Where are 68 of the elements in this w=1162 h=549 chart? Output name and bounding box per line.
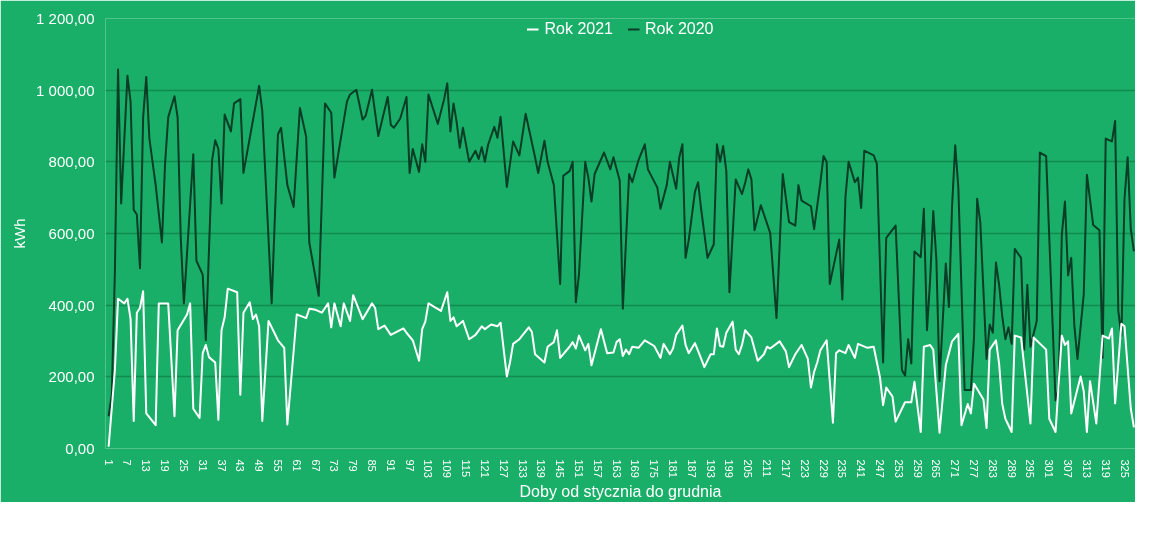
x-tick-label: 247 xyxy=(873,459,886,478)
x-tick-label: 193 xyxy=(704,459,717,478)
x-tick-label: 157 xyxy=(591,459,604,478)
x-tick-label: 97 xyxy=(403,459,416,472)
x-tick-label: 127 xyxy=(497,459,510,478)
x-tick-label: 103 xyxy=(422,459,435,478)
x-tick-label: 175 xyxy=(648,459,661,478)
x-tick-label: 235 xyxy=(836,459,849,478)
x-tick-label: 31 xyxy=(196,459,209,472)
x-tick-label: 1 xyxy=(102,459,115,466)
x-tick-label: 49 xyxy=(253,459,266,472)
x-tick-label: 187 xyxy=(685,459,698,478)
x-tick-label: 325 xyxy=(1118,459,1131,478)
x-tick-label: 169 xyxy=(629,459,642,478)
x-tick-label: 109 xyxy=(441,459,454,478)
x-tick-label: 133 xyxy=(516,459,529,478)
x-tick-label: 253 xyxy=(892,459,905,478)
y-tick-label: 800,00 xyxy=(48,153,95,171)
x-axis-title: Doby od stycznia do grudnia xyxy=(519,482,722,500)
x-tick-label: 73 xyxy=(328,459,341,472)
x-tick-label: 313 xyxy=(1080,459,1093,478)
x-tick-label: 271 xyxy=(949,459,962,478)
x-tick-label: 181 xyxy=(667,459,680,478)
x-tick-label: 67 xyxy=(309,459,322,472)
y-tick-label: 1 000,00 xyxy=(36,81,95,99)
y-tick-label: 0,00 xyxy=(65,440,95,457)
x-tick-label: 295 xyxy=(1024,459,1037,478)
x-tick-label: 307 xyxy=(1062,459,1075,478)
x-tick-label: 163 xyxy=(610,459,623,478)
x-tick-label: 61 xyxy=(290,459,303,472)
y-axis-title: kWh xyxy=(11,218,29,249)
x-tick-label: 223 xyxy=(798,459,811,478)
y-tick-label: 400,00 xyxy=(48,296,95,314)
x-tick-label: 241 xyxy=(855,459,868,478)
x-tick-label: 289 xyxy=(1005,459,1018,478)
x-tick-label: 199 xyxy=(723,459,736,478)
y-tick-label: 600,00 xyxy=(48,225,95,242)
x-tick-label: 265 xyxy=(930,459,943,478)
x-tick-label: 205 xyxy=(742,459,755,478)
x-tick-label: 145 xyxy=(554,459,567,478)
legend-label: Rok 2021 xyxy=(544,20,613,38)
x-tick-label: 85 xyxy=(366,459,379,472)
line-series xyxy=(107,68,1135,418)
x-tick-label: 229 xyxy=(817,459,830,478)
x-tick-label: 79 xyxy=(347,459,360,472)
x-tick-label: 211 xyxy=(761,459,774,478)
x-tick-label: 277 xyxy=(968,459,981,478)
y-tick-label: 1 200,00 xyxy=(36,10,95,27)
line-series xyxy=(107,287,1135,448)
x-tick-label: 301 xyxy=(1043,459,1056,478)
y-tick-label: 200,00 xyxy=(48,368,95,386)
x-tick-label: 151 xyxy=(572,459,585,478)
x-tick-label: 115 xyxy=(460,459,473,478)
x-tick-label: 283 xyxy=(986,459,999,478)
x-tick-label: 25 xyxy=(177,459,190,472)
x-tick-label: 43 xyxy=(234,459,247,472)
x-tick-label: 37 xyxy=(215,459,228,472)
x-tick-label: 319 xyxy=(1099,459,1112,478)
x-tick-label: 55 xyxy=(271,459,284,472)
x-tick-label: 13 xyxy=(140,459,153,472)
x-tick-label: 217 xyxy=(779,459,792,478)
x-tick-label: 139 xyxy=(535,459,548,478)
x-tick-label: 121 xyxy=(478,459,491,478)
x-tick-label: 91 xyxy=(384,459,397,472)
x-tick-label: 259 xyxy=(911,459,924,478)
x-tick-label: 7 xyxy=(121,459,134,466)
x-tick-label: 19 xyxy=(159,459,172,472)
legend-label: Rok 2020 xyxy=(645,20,714,38)
